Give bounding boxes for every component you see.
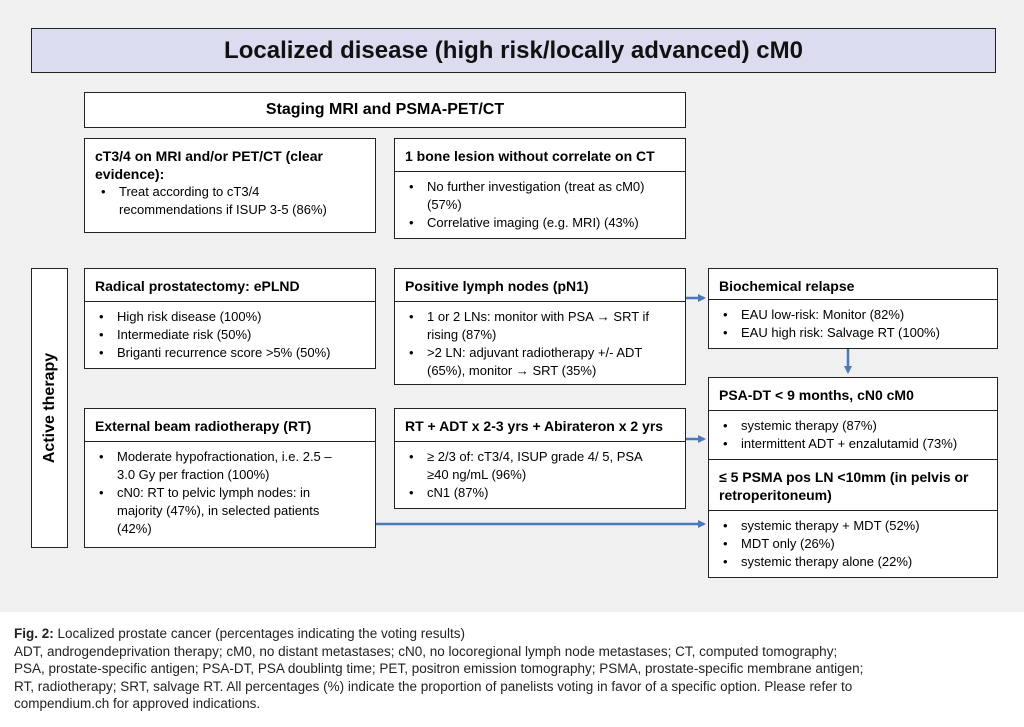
ebrt-bullet-1-line2: 3.0 Gy per fraction (100%) bbox=[117, 467, 270, 482]
ebrt-bullet-2-line2: majority (47%), in selected patients bbox=[117, 503, 320, 518]
ebrt-header: External beam radiotherapy (RT) bbox=[84, 408, 376, 442]
bone-body: No further investigation (treat as cM0) … bbox=[394, 171, 686, 239]
bone-bullet-1-line1: No further investigation (treat as cM0) bbox=[427, 179, 645, 194]
rtadt-header: RT + ADT x 2-3 yrs + Abirateron x 2 yrs bbox=[394, 408, 686, 442]
rtadt-bullet-2: cN1 (87%) bbox=[403, 484, 677, 502]
ct34-box: cT3/4 on MRI and/or PET/CT (clear eviden… bbox=[84, 138, 376, 233]
caption-line2: ADT, androgendeprivation therapy; cM0, n… bbox=[14, 643, 838, 659]
bcr-bullet-2: EAU high risk: Salvage RT (100%) bbox=[717, 324, 989, 342]
ebrt-bullet-2: cN0: RT to pelvic lymph nodes: in majori… bbox=[93, 484, 367, 538]
rtadt-bullet-1-line2: ≥40 ng/mL (96%) bbox=[427, 467, 527, 482]
caption-fig-title: Localized prostate cancer (percentages i… bbox=[53, 626, 465, 641]
rp-bullet-1: High risk disease (100%) bbox=[93, 308, 367, 326]
rp-bullet-2: Intermediate risk (50%) bbox=[93, 326, 367, 344]
ct34-header-line2: evidence): bbox=[95, 166, 165, 182]
bone-bullet-1-line2: (57%) bbox=[427, 197, 462, 212]
figure-caption: Fig. 2: Localized prostate cancer (perce… bbox=[14, 625, 1010, 713]
pn1-bullet-1-line2: rising (87%) bbox=[427, 327, 497, 342]
staging-box: Staging MRI and PSMA-PET/CT bbox=[84, 92, 686, 128]
psadt-bullet-1: systemic therapy (87%) bbox=[717, 417, 989, 435]
pn1-bullet-2-line1: >2 LN: adjuvant radiotherapy +/- ADT bbox=[427, 345, 643, 360]
pn1-bullet-1: 1 or 2 LNs: monitor with PSA → SRT if ri… bbox=[403, 308, 677, 344]
caption-line5: compendium.ch for approved indications. bbox=[14, 696, 261, 711]
active-therapy-box: Active therapy bbox=[31, 268, 68, 548]
active-therapy-label: Active therapy bbox=[40, 352, 58, 464]
rtadt-bullet-1: ≥ 2/3 of: cT3/4, ISUP grade 4/ 5, PSA ≥4… bbox=[403, 448, 677, 484]
psma-bullet-3: systemic therapy alone (22%) bbox=[717, 553, 989, 571]
bone-header: 1 bone lesion without correlate on CT bbox=[394, 138, 686, 172]
psma-bullet-1: systemic therapy + MDT (52%) bbox=[717, 517, 989, 535]
caption-line3: PSA, prostate-specific antigen; PSA-DT, … bbox=[14, 661, 864, 676]
bcr-bullet-1: EAU low-risk: Monitor (82%) bbox=[717, 306, 989, 324]
rp-body: High risk disease (100%) Intermediate ri… bbox=[84, 301, 376, 369]
ct34-bullet: Treat according to cT3/4 recommendations… bbox=[95, 183, 365, 219]
bone-bullet-2: Correlative imaging (e.g. MRI) (43%) bbox=[403, 214, 677, 232]
ebrt-bullet-1-line1: Moderate hypofractionation, i.e. 2.5 – bbox=[117, 449, 332, 464]
pn1-bullet-2: >2 LN: adjuvant radiotherapy +/- ADT (65… bbox=[403, 344, 677, 380]
psma-header: ≤ 5 PSMA pos LN <10mm (in pelvis or retr… bbox=[708, 459, 998, 511]
psadt-bullet-2: intermittent ADT + enzalutamid (73%) bbox=[717, 435, 989, 453]
pn1-header: Positive lymph nodes (pN1) bbox=[394, 268, 686, 302]
ct34-bullet-line1: Treat according to cT3/4 bbox=[119, 184, 260, 199]
rp-header: Radical prostatectomy: ePLND bbox=[84, 268, 376, 302]
psma-bullet-2: MDT only (26%) bbox=[717, 535, 989, 553]
pn1-bullet-2-line2: (65%), monitor → SRT (35%) bbox=[427, 363, 597, 378]
caption-line4: RT, radiotherapy; SRT, salvage RT. All p… bbox=[14, 678, 853, 694]
rtadt-bullet-1-line1: ≥ 2/3 of: cT3/4, ISUP grade 4/ 5, PSA bbox=[427, 449, 643, 464]
bcr-body: EAU low-risk: Monitor (82%) EAU high ris… bbox=[708, 299, 998, 349]
pn1-bullet-1-line1: 1 or 2 LNs: monitor with PSA → SRT if bbox=[427, 309, 650, 324]
psma-header-line1: ≤ 5 PSMA pos LN <10mm (in pelvis or bbox=[719, 469, 969, 485]
rtadt-body: ≥ 2/3 of: cT3/4, ISUP grade 4/ 5, PSA ≥4… bbox=[394, 441, 686, 509]
psma-body: systemic therapy + MDT (52%) MDT only (2… bbox=[708, 510, 998, 578]
ebrt-bullet-2-line3: (42%) bbox=[117, 521, 152, 536]
ebrt-bullet-2-line1: cN0: RT to pelvic lymph nodes: in bbox=[117, 485, 311, 500]
bcr-header: Biochemical relapse bbox=[708, 268, 998, 300]
psadt-header: PSA-DT < 9 months, cN0 cM0 bbox=[708, 377, 998, 411]
rp-bullet-3: Briganti recurrence score >5% (50%) bbox=[93, 344, 367, 362]
psadt-body: systemic therapy (87%) intermittent ADT … bbox=[708, 410, 998, 460]
caption-line1: Fig. 2: Localized prostate cancer (perce… bbox=[14, 625, 1010, 643]
caption-fig-label: Fig. 2: bbox=[14, 626, 54, 641]
ebrt-bullet-1: Moderate hypofractionation, i.e. 2.5 – 3… bbox=[93, 448, 367, 484]
ct34-header-line1: cT3/4 on MRI and/or PET/CT (clear bbox=[95, 148, 323, 164]
psma-header-line2: retroperitoneum) bbox=[719, 487, 832, 503]
bone-bullet-1: No further investigation (treat as cM0) … bbox=[403, 178, 677, 214]
ct34-bullet-line2: recommendations if ISUP 3-5 (86%) bbox=[119, 202, 327, 217]
diagram-title: Localized disease (high risk/locally adv… bbox=[31, 28, 996, 73]
ebrt-body: Moderate hypofractionation, i.e. 2.5 – 3… bbox=[84, 441, 376, 548]
pn1-body: 1 or 2 LNs: monitor with PSA → SRT if ri… bbox=[394, 301, 686, 385]
